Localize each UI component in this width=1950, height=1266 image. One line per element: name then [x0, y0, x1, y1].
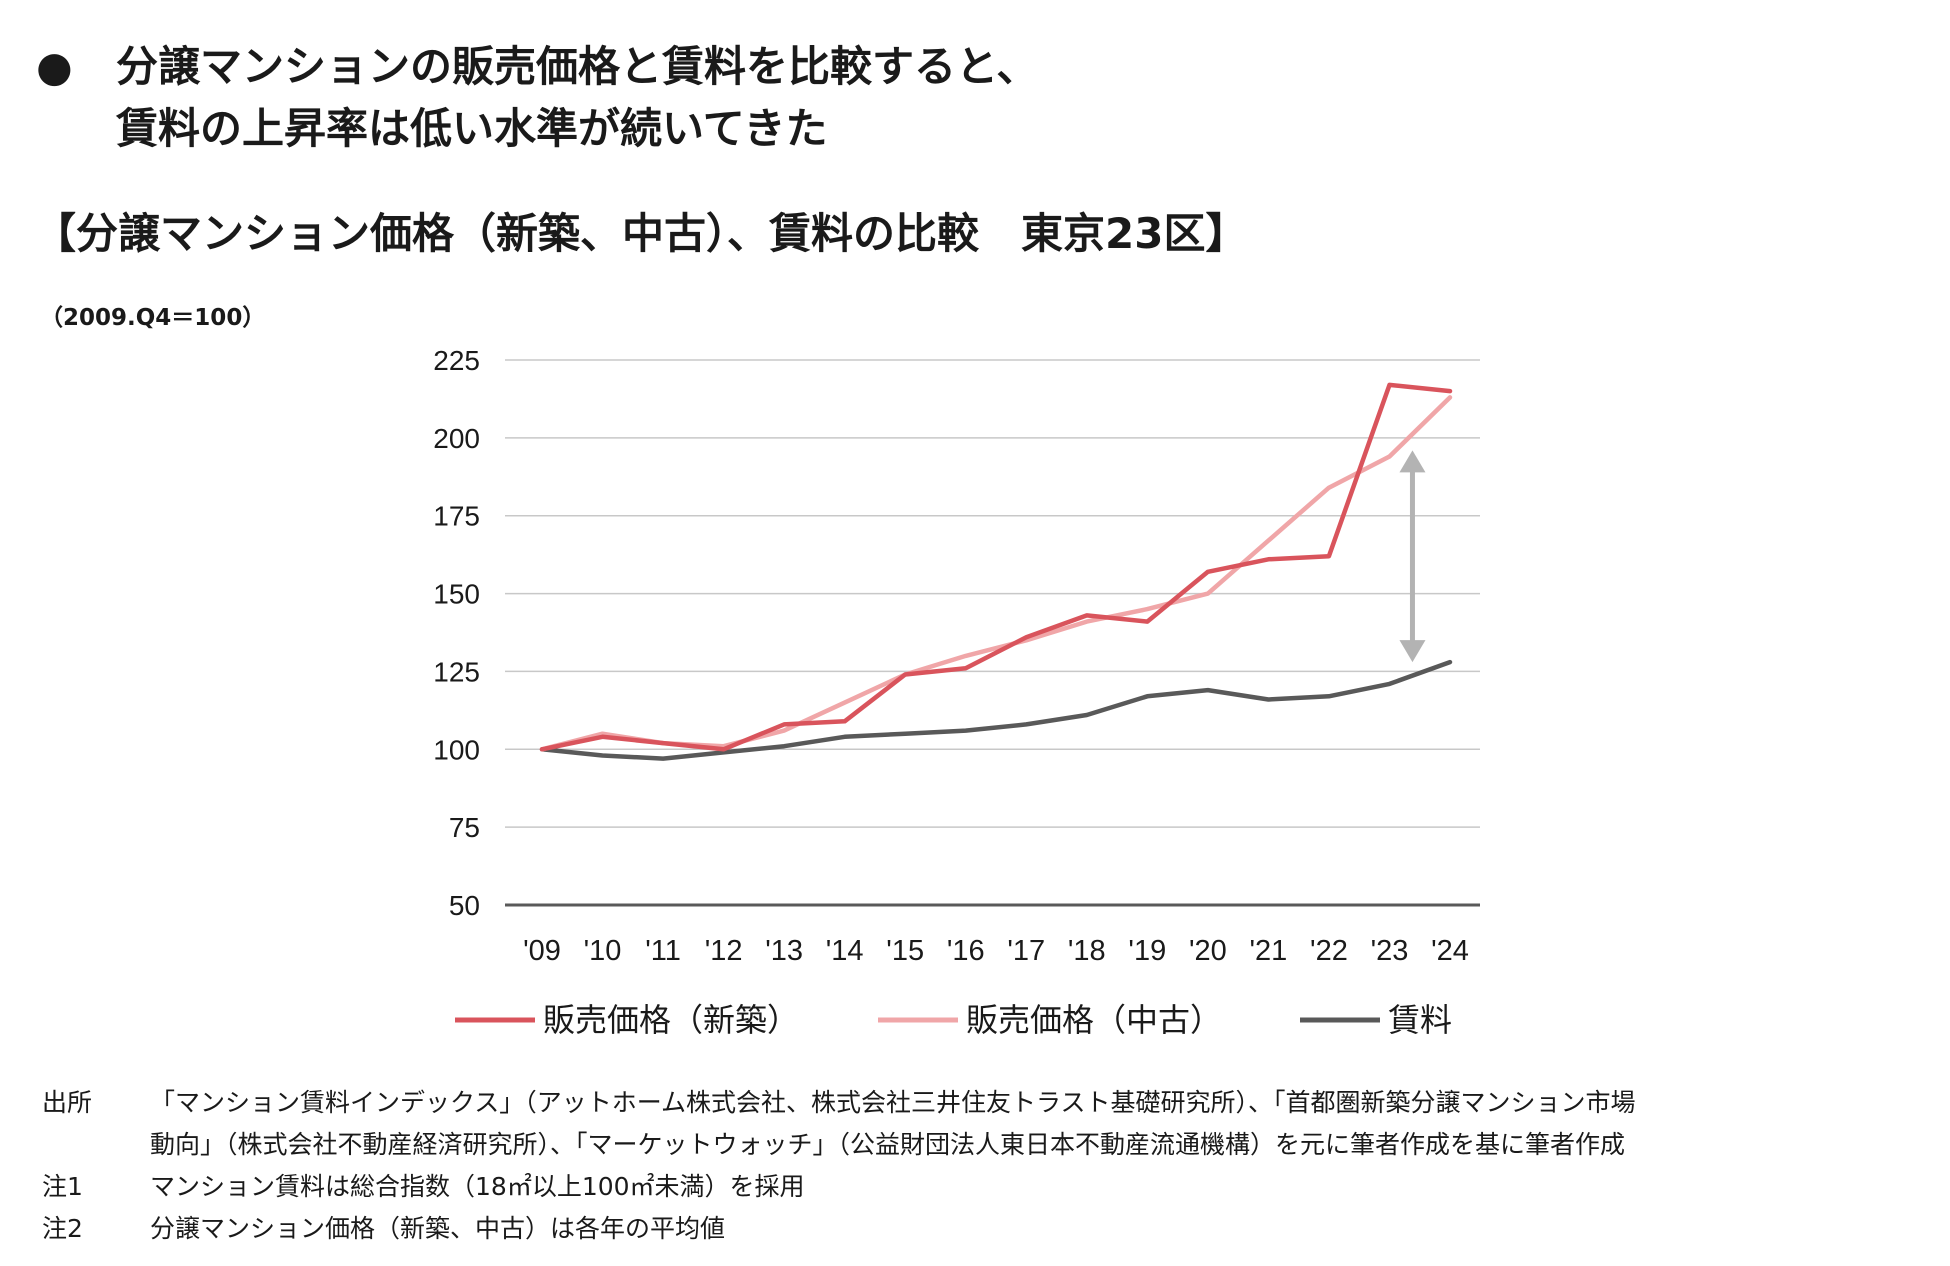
index-base-note: （2009.Q4＝100）: [40, 305, 266, 331]
headline-line-1: 分譲マンションの販売価格と賃料を比較すると、: [116, 42, 1039, 91]
legend-label: 賃料: [1388, 1001, 1452, 1039]
x-tick-label: '17: [1007, 935, 1045, 967]
footnote-source-text-2: 動向」（株式会社不動産経済研究所）、「マーケットウォッチ」（公益財団法人東日本不…: [150, 1130, 1626, 1159]
y-tick-label: 75: [449, 812, 480, 843]
footnote-note-1: 注1 マンション賃料は総合指数（18㎡以上100㎡未満）を採用: [42, 1166, 1636, 1208]
bullet-icon: ●: [36, 42, 73, 91]
legend-label: 販売価格（中古）: [966, 1001, 1222, 1039]
y-tick-label: 200: [433, 423, 480, 454]
x-tick-label: '13: [765, 935, 803, 967]
x-tick-label: '24: [1431, 935, 1469, 967]
comparison-arrow-head-down: [1399, 640, 1426, 663]
x-tick-label: '14: [826, 935, 864, 967]
footnote-source-text-1: 「マンション賃料インデックス」（アットホーム株式会社、株式会社三井住友トラスト基…: [150, 1088, 1636, 1117]
footnotes: 出所 「マンション賃料インデックス」（アットホーム株式会社、株式会社三井住友トラ…: [42, 1082, 1636, 1250]
x-tick-label: '19: [1128, 935, 1166, 967]
y-tick-label: 175: [433, 501, 480, 532]
footnote-source-label: 出所: [42, 1088, 93, 1117]
comparison-arrow-head-up: [1399, 450, 1426, 473]
x-tick-label: '18: [1068, 935, 1106, 967]
footnote-note-1-text: マンション賃料は総合指数（18㎡以上100㎡未満）を採用: [150, 1172, 805, 1201]
y-tick-label: 150: [433, 579, 480, 610]
x-tick-label: '11: [645, 935, 681, 967]
headline-line-2: 賃料の上昇率は低い水準が続いてきた: [116, 104, 828, 153]
footnote-note-1-label: 注1: [42, 1172, 83, 1201]
footnote-note-2-text: 分譲マンション価格（新築、中古）は各年の平均値: [150, 1214, 726, 1243]
footnote-note-2-label: 注2: [42, 1214, 83, 1243]
x-tick-label: '15: [886, 935, 924, 967]
footnote-note-2: 注2 分譲マンション価格（新築、中古）は各年の平均値: [42, 1208, 1636, 1250]
x-tick-label: '16: [947, 935, 985, 967]
x-tick-label: '23: [1371, 935, 1409, 967]
x-tick-label: '22: [1310, 935, 1348, 967]
footnote-source: 出所 「マンション賃料インデックス」（アットホーム株式会社、株式会社三井住友トラ…: [42, 1082, 1636, 1124]
line-chart: 50 75 100 125 150 175 200 225 '09 '10 '11 '12 '13 '14…: [433, 345, 1480, 1039]
headline-text: 分譲マンションの販売価格と賃料を比較すると、 賃料の上昇率は低い水準が続いてきた: [116, 36, 1038, 160]
x-tick-label: '20: [1189, 935, 1227, 967]
y-tick-label: 125: [433, 656, 480, 687]
x-tick-label: '09: [523, 935, 561, 967]
y-tick-label: 100: [433, 734, 480, 765]
series-line-0: [539, 382, 1453, 752]
series-line-2: [539, 659, 1453, 761]
x-tick-label: '10: [584, 935, 622, 967]
legend-label: 販売価格（新築）: [543, 1001, 799, 1039]
y-tick-label: 225: [433, 345, 480, 376]
x-tick-label: '12: [705, 935, 743, 967]
chart-title: 【分譲マンション価格（新築、中古）、賃料の比較 東京23区】: [34, 209, 1248, 258]
y-tick-label: 50: [449, 890, 480, 921]
x-tick-label: '21: [1250, 935, 1288, 967]
